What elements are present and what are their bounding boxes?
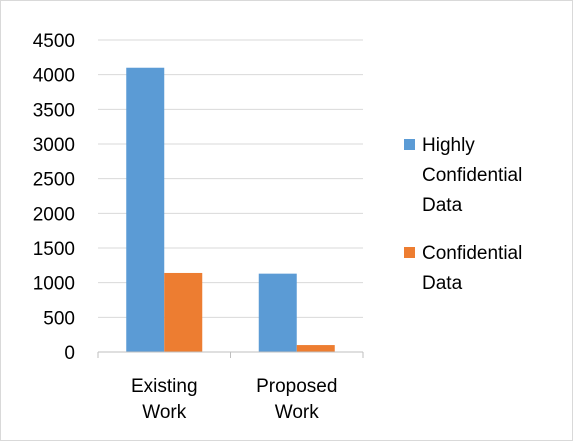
x-category-label-line: Existing xyxy=(131,376,198,397)
bar-confidential-proposed xyxy=(297,345,335,352)
axes xyxy=(98,352,363,358)
bar-confidential-existing xyxy=(164,273,202,352)
x-category-label-line: Proposed xyxy=(256,376,337,397)
y-tick-label: 2000 xyxy=(33,204,75,225)
x-category-label: Existing Work xyxy=(131,376,198,423)
y-tick-label: 4000 xyxy=(33,66,75,87)
y-tick-label: 1500 xyxy=(33,239,75,260)
legend-label: Confidential Data xyxy=(422,243,522,294)
legend-label: Highly Confidential Data xyxy=(422,135,522,216)
x-category-labels: Existing Work Proposed Work xyxy=(131,376,337,423)
y-tick-label: 3500 xyxy=(33,100,75,121)
y-tick-label: 2500 xyxy=(33,170,75,191)
y-tick-labels: 0 500 1000 1500 2000 2500 3000 3500 4000 4500 xyxy=(33,31,75,364)
legend-label-line: Confidential xyxy=(422,165,522,186)
y-tick-label: 1000 xyxy=(33,274,75,295)
legend-swatch xyxy=(404,247,415,258)
legend-label-line: Highly xyxy=(422,135,475,156)
bar-highly-confidential-existing xyxy=(126,68,164,352)
bar-highly-confidential-proposed xyxy=(259,274,297,352)
legend: Highly Confidential Data Confidential Data xyxy=(404,135,522,294)
legend-label-line: Data xyxy=(422,195,463,216)
y-tick-label: 0 xyxy=(64,343,75,364)
x-category-label: Proposed Work xyxy=(256,376,337,423)
legend-swatch xyxy=(404,139,415,150)
legend-label-line: Confidential xyxy=(422,243,522,264)
bars xyxy=(126,68,335,352)
legend-label-line: Data xyxy=(422,273,463,294)
y-tick-label: 4500 xyxy=(33,31,75,52)
y-tick-label: 500 xyxy=(43,308,75,329)
x-category-label-line: Work xyxy=(142,402,186,423)
y-tick-label: 3000 xyxy=(33,135,75,156)
x-category-label-line: Work xyxy=(275,402,319,423)
